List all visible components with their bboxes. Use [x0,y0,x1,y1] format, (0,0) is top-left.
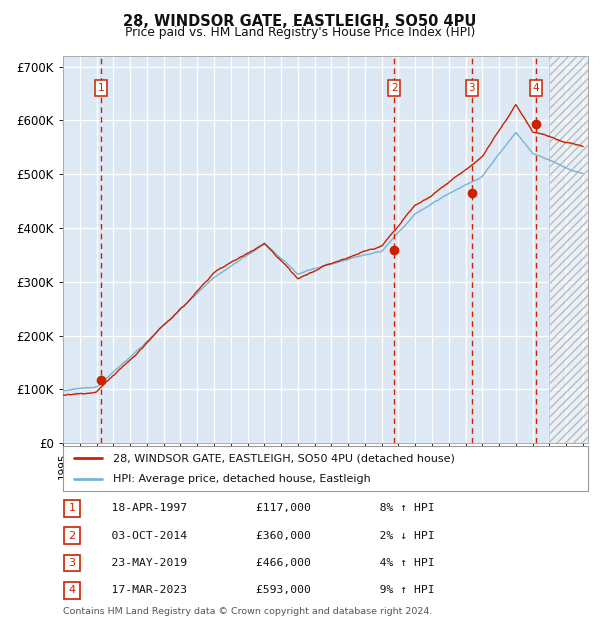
FancyBboxPatch shape [64,527,80,544]
Text: Contains HM Land Registry data © Crown copyright and database right 2024.: Contains HM Land Registry data © Crown c… [63,607,433,616]
Text: 23-MAY-2019          £466,000          4% ↑ HPI: 23-MAY-2019 £466,000 4% ↑ HPI [84,558,434,568]
Text: Price paid vs. HM Land Registry's House Price Index (HPI): Price paid vs. HM Land Registry's House … [125,26,475,39]
FancyBboxPatch shape [63,446,588,491]
Text: 28, WINDSOR GATE, EASTLEIGH, SO50 4PU: 28, WINDSOR GATE, EASTLEIGH, SO50 4PU [124,14,476,29]
FancyBboxPatch shape [64,554,80,572]
Text: 1: 1 [98,83,105,93]
Text: 28, WINDSOR GATE, EASTLEIGH, SO50 4PU (detached house): 28, WINDSOR GATE, EASTLEIGH, SO50 4PU (d… [113,453,455,464]
Text: 1: 1 [68,503,76,513]
FancyBboxPatch shape [64,582,80,599]
Text: 3: 3 [68,558,76,568]
Bar [550,56,588,443]
Text: 4: 4 [68,585,76,595]
Text: 03-OCT-2014          £360,000          2% ↓ HPI: 03-OCT-2014 £360,000 2% ↓ HPI [84,531,434,541]
Text: 17-MAR-2023          £593,000          9% ↑ HPI: 17-MAR-2023 £593,000 9% ↑ HPI [84,585,434,595]
Text: 2: 2 [68,531,76,541]
Text: 3: 3 [469,83,475,93]
Text: HPI: Average price, detached house, Eastleigh: HPI: Average price, detached house, East… [113,474,371,484]
Bar [550,56,588,443]
FancyBboxPatch shape [64,500,80,517]
Text: 4: 4 [533,83,539,93]
Text: 18-APR-1997          £117,000          8% ↑ HPI: 18-APR-1997 £117,000 8% ↑ HPI [84,503,434,513]
Text: 2: 2 [391,83,398,93]
